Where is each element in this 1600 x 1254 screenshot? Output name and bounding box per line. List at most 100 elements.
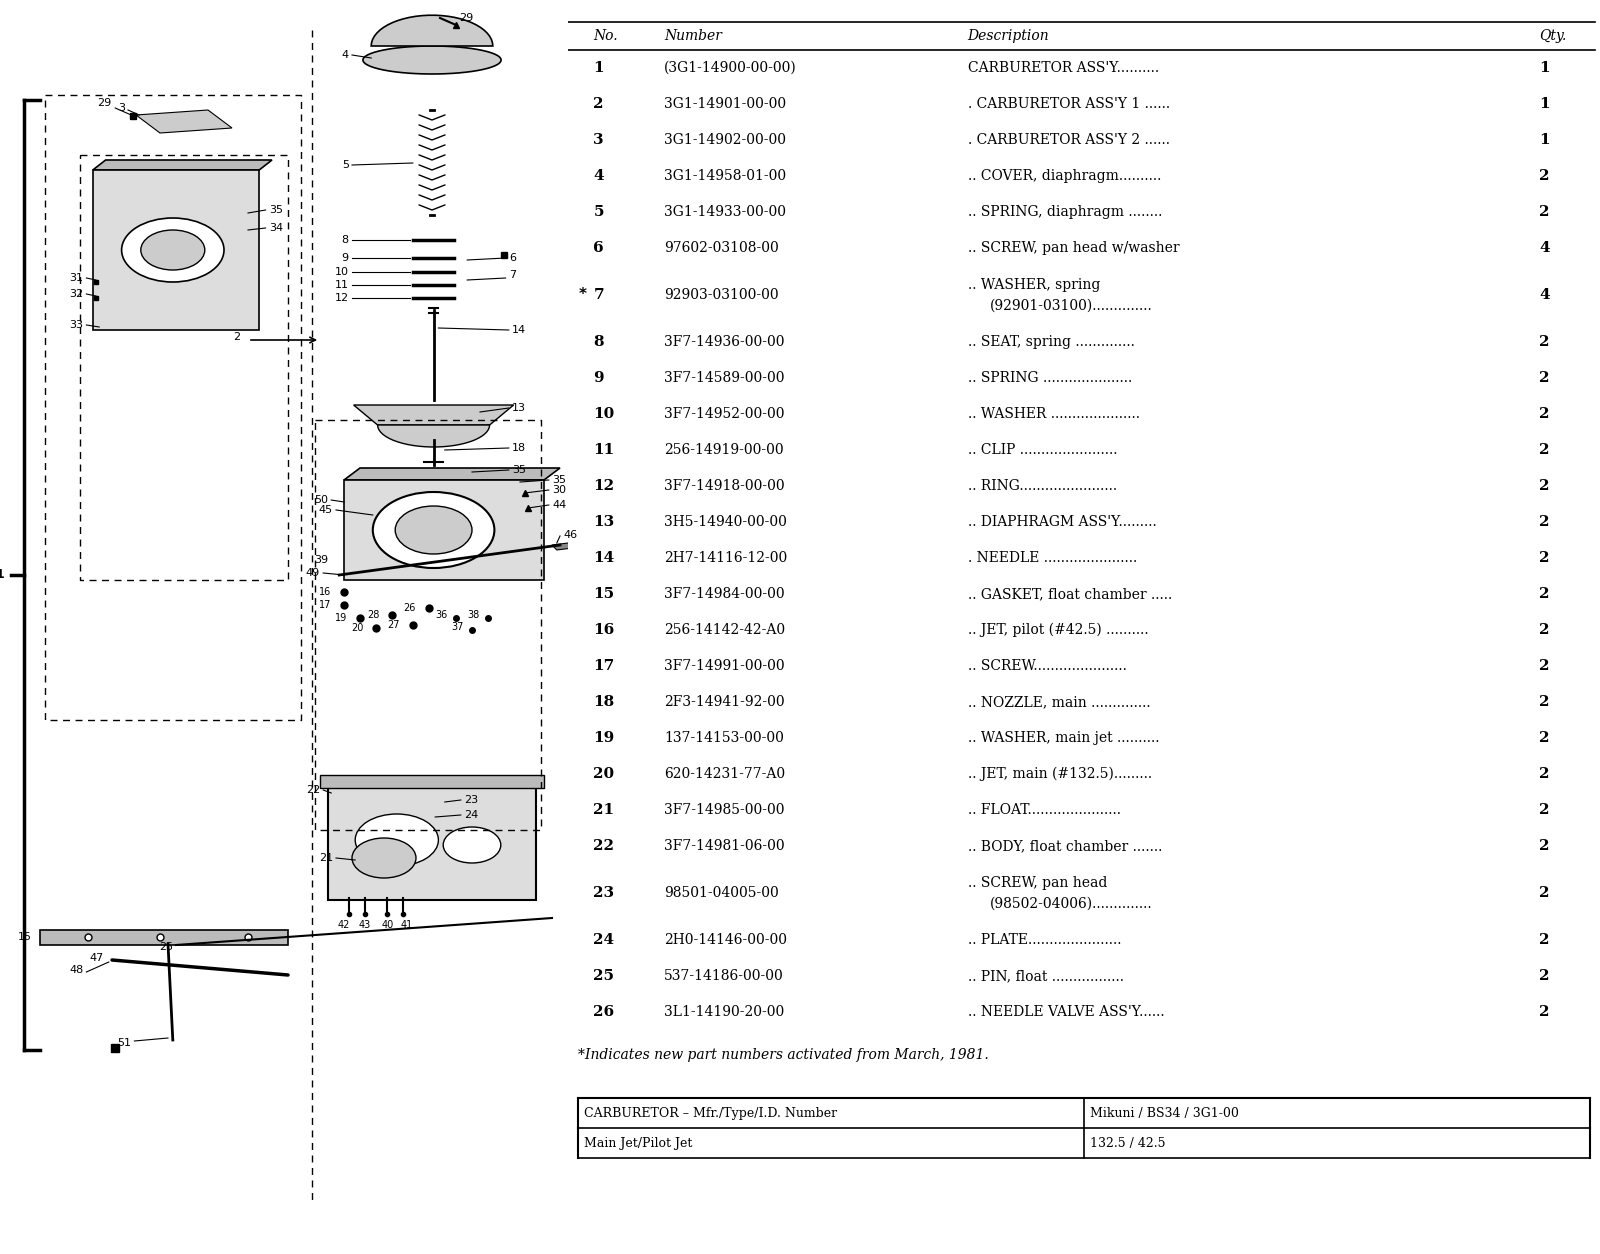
Text: 2: 2 — [1539, 371, 1550, 385]
Text: .. GASKET, float chamber .....: .. GASKET, float chamber ..... — [968, 587, 1171, 601]
Text: Mikuni / BS34 / 3G1-00: Mikuni / BS34 / 3G1-00 — [1090, 1106, 1238, 1120]
Text: 1: 1 — [1539, 61, 1550, 75]
Text: 22: 22 — [306, 785, 320, 795]
Text: *Indicates new part numbers activated from March, 1981.: *Indicates new part numbers activated fr… — [578, 1048, 989, 1062]
Circle shape — [395, 507, 472, 554]
Text: 4: 4 — [1539, 241, 1550, 255]
Text: 19: 19 — [334, 613, 347, 623]
Polygon shape — [136, 110, 232, 133]
Text: 35: 35 — [269, 204, 283, 214]
Text: 1: 1 — [1539, 133, 1550, 147]
Text: 2: 2 — [1539, 623, 1550, 637]
Text: No.: No. — [594, 29, 618, 43]
Text: 36: 36 — [435, 609, 448, 619]
Text: 2: 2 — [1539, 169, 1550, 183]
Text: 98501-04005-00: 98501-04005-00 — [664, 887, 779, 900]
Text: 2: 2 — [1539, 969, 1550, 983]
Text: .. BODY, float chamber .......: .. BODY, float chamber ....... — [968, 839, 1162, 853]
Text: 3F7-14984-00-00: 3F7-14984-00-00 — [664, 587, 784, 601]
Text: 14: 14 — [594, 551, 614, 566]
Text: 3G1-14902-00-00: 3G1-14902-00-00 — [664, 133, 786, 147]
Text: . CARBURETOR ASS'Y 2 ......: . CARBURETOR ASS'Y 2 ...... — [968, 133, 1170, 147]
Text: 17: 17 — [318, 599, 331, 609]
Text: 1: 1 — [594, 61, 603, 75]
Text: 3H5-14940-00-00: 3H5-14940-00-00 — [664, 515, 787, 529]
Text: 23: 23 — [464, 795, 478, 805]
Text: 25: 25 — [158, 942, 173, 952]
Text: 4: 4 — [594, 169, 603, 183]
Text: Qty.: Qty. — [1539, 29, 1566, 43]
Text: 2: 2 — [1539, 1004, 1550, 1020]
Text: 3F7-14952-00-00: 3F7-14952-00-00 — [664, 408, 784, 421]
Text: 25: 25 — [594, 969, 614, 983]
Text: 42: 42 — [338, 920, 350, 930]
Polygon shape — [344, 480, 544, 581]
Text: .. SPRING .....................: .. SPRING ..................... — [968, 371, 1131, 385]
Text: 34: 34 — [269, 223, 283, 233]
Text: 23: 23 — [594, 887, 614, 900]
Text: 11: 11 — [334, 280, 349, 290]
Text: 537-14186-00-00: 537-14186-00-00 — [664, 969, 784, 983]
Text: 24: 24 — [464, 810, 478, 820]
Text: .. CLIP .......................: .. CLIP ....................... — [968, 443, 1117, 456]
Text: Number: Number — [664, 29, 722, 43]
Text: 51: 51 — [117, 1038, 131, 1048]
Text: .. COVER, diaphragm..........: .. COVER, diaphragm.......... — [968, 169, 1162, 183]
Text: .. SEAT, spring ..............: .. SEAT, spring .............. — [968, 335, 1134, 349]
Text: 22: 22 — [594, 839, 614, 853]
Text: 13: 13 — [512, 403, 526, 413]
Text: 2: 2 — [1539, 933, 1550, 947]
Text: 3F7-14918-00-00: 3F7-14918-00-00 — [664, 479, 784, 493]
Text: 2H0-14146-00-00: 2H0-14146-00-00 — [664, 933, 787, 947]
Text: .. WASHER, spring: .. WASHER, spring — [968, 277, 1101, 292]
Text: 92903-03100-00: 92903-03100-00 — [664, 288, 779, 302]
Text: (3G1-14900-00-00): (3G1-14900-00-00) — [664, 61, 797, 75]
Text: .. SCREW, pan head: .. SCREW, pan head — [968, 875, 1107, 889]
Text: 26: 26 — [594, 1004, 614, 1020]
Text: 20: 20 — [350, 623, 363, 633]
Text: 2: 2 — [1539, 660, 1550, 673]
Text: 17: 17 — [594, 660, 614, 673]
Text: .. WASHER, main jet ..........: .. WASHER, main jet .......... — [968, 731, 1158, 745]
Text: 2: 2 — [594, 97, 603, 112]
Text: 2: 2 — [1539, 335, 1550, 349]
Text: 3F7-14981-06-00: 3F7-14981-06-00 — [664, 839, 784, 853]
Text: (98502-04006)..............: (98502-04006).............. — [990, 897, 1152, 910]
Text: 2: 2 — [1539, 587, 1550, 601]
Text: 2: 2 — [1539, 443, 1550, 456]
Text: 3G1-14933-00-00: 3G1-14933-00-00 — [664, 204, 786, 219]
Polygon shape — [40, 930, 288, 946]
Text: 2: 2 — [1539, 551, 1550, 566]
Text: 2: 2 — [1539, 887, 1550, 900]
Text: 18: 18 — [594, 695, 614, 709]
Text: 13: 13 — [594, 515, 614, 529]
Text: .. SCREW, pan head w/washer: .. SCREW, pan head w/washer — [968, 241, 1179, 255]
Text: *: * — [579, 287, 587, 302]
Text: 1: 1 — [1539, 97, 1550, 112]
Text: 35: 35 — [512, 465, 526, 475]
Text: .. DIAPHRAGM ASS'Y.........: .. DIAPHRAGM ASS'Y......... — [968, 515, 1157, 529]
Text: 48: 48 — [69, 966, 83, 976]
Text: .. SCREW......................: .. SCREW...................... — [968, 660, 1126, 673]
Text: 8: 8 — [342, 234, 349, 245]
Circle shape — [141, 229, 205, 270]
Text: 50: 50 — [314, 495, 328, 505]
Circle shape — [352, 838, 416, 878]
Text: 49: 49 — [306, 568, 320, 578]
Text: 38: 38 — [467, 609, 480, 619]
Text: 2: 2 — [1539, 515, 1550, 529]
Text: 20: 20 — [594, 767, 614, 781]
Text: 3F7-14936-00-00: 3F7-14936-00-00 — [664, 335, 784, 349]
Text: 18: 18 — [512, 443, 526, 453]
Text: 21: 21 — [318, 853, 333, 863]
Text: 15: 15 — [594, 587, 614, 601]
Text: . NEEDLE ......................: . NEEDLE ...................... — [968, 551, 1138, 566]
Text: 43: 43 — [358, 920, 371, 930]
Text: 19: 19 — [594, 731, 614, 745]
Text: 9: 9 — [594, 371, 603, 385]
Text: 2: 2 — [1539, 839, 1550, 853]
Text: 2: 2 — [1539, 803, 1550, 818]
Text: 16: 16 — [318, 587, 331, 597]
Text: 256-14919-00-00: 256-14919-00-00 — [664, 443, 784, 456]
Text: 12: 12 — [594, 479, 614, 493]
